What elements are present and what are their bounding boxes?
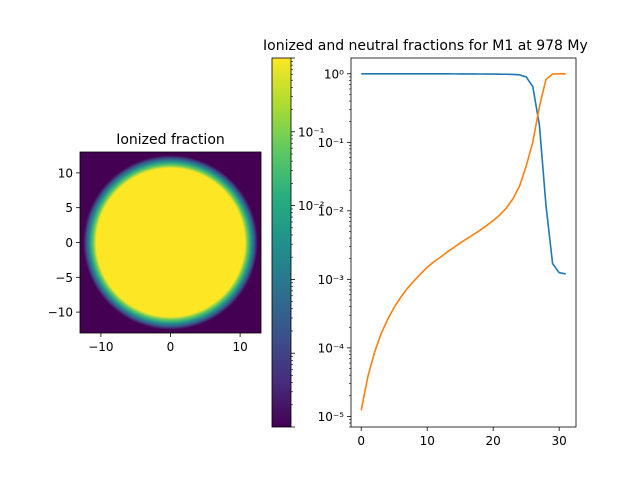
heatmap-x-ticks: −10 0 10 (88, 333, 248, 354)
colorbar: 10⁻¹ 10⁻² (271, 57, 325, 428)
line-y-ticks: 10⁻⁵ 10⁻⁴ 10⁻³ 10⁻² 10⁻¹ 10⁰ (318, 67, 351, 428)
line-y-tick-label: 10⁻² (318, 204, 345, 218)
line-x-tick-label: 10 (420, 434, 435, 448)
series-line-1 (361, 72, 566, 275)
heatmap-panel: Ionized fraction −10 0 10 10 5 0 −5 −10 (48, 132, 262, 354)
heatmap-ionized-region (80, 152, 261, 333)
colorbar-gradient (272, 58, 291, 427)
line-plot-frame (350, 57, 577, 428)
colorbar-tick-label: 10⁻¹ (298, 125, 325, 139)
line-y-tick-label: 10⁻³ (318, 273, 345, 287)
line-y-tick-label: 10⁻⁴ (318, 341, 345, 355)
heatmap-x-tick-label: −10 (88, 340, 113, 354)
heatmap-y-tick-label: 5 (65, 201, 73, 215)
colorbar-frame (271, 57, 292, 428)
heatmap-title: Ionized fraction (116, 132, 225, 148)
line-y-tick-label: 10⁻⁵ (318, 410, 345, 424)
line-y-tick-label: 10⁻¹ (318, 136, 345, 150)
series-line-2 (360, 72, 566, 411)
line-x-tick-label: 0 (357, 434, 365, 448)
line-x-ticks: 0 10 20 30 (357, 427, 567, 448)
heatmap-x-tick-label: 0 (167, 340, 175, 354)
line-x-tick-label: 20 (486, 434, 501, 448)
heatmap-y-tick-label: 0 (65, 236, 73, 250)
heatmap-y-tick-label: −10 (48, 306, 73, 320)
line-chart-title: Ionized and neutral fractions for M1 at … (263, 38, 588, 54)
line-panel: Ionized and neutral fractions for M1 at … (263, 38, 588, 448)
line-x-tick-label: 30 (552, 434, 567, 448)
line-plot-area (351, 58, 576, 427)
heatmap-y-tick-label: 10 (58, 166, 73, 180)
heatmap-x-tick-label: 10 (232, 340, 247, 354)
heatmap-y-tick-label: −5 (55, 271, 73, 285)
colorbar-ticks: 10⁻¹ 10⁻² (291, 57, 325, 428)
line-series-group (360, 72, 566, 411)
colorbar-tick-label: 10⁻² (298, 199, 325, 213)
heatmap-y-ticks: 10 5 0 −5 −10 (48, 166, 80, 320)
line-y-tick-label: 10⁰ (324, 67, 344, 81)
